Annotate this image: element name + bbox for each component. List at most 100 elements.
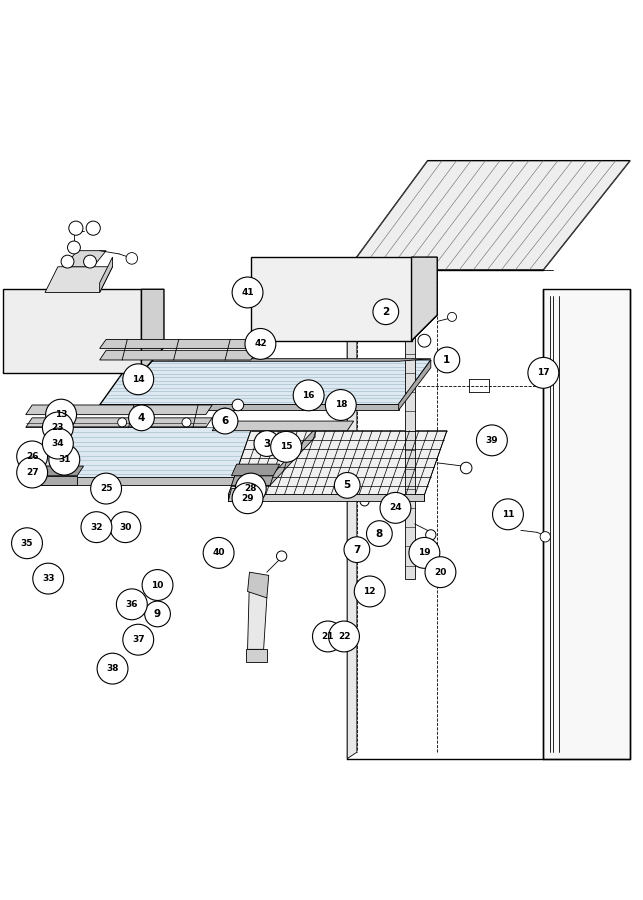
Text: 28: 28 xyxy=(244,484,257,493)
Polygon shape xyxy=(64,251,106,266)
Polygon shape xyxy=(45,266,113,292)
Circle shape xyxy=(540,532,550,542)
Circle shape xyxy=(354,576,385,607)
Polygon shape xyxy=(26,477,270,485)
Circle shape xyxy=(293,380,324,410)
Polygon shape xyxy=(141,289,164,373)
Polygon shape xyxy=(543,289,630,759)
Circle shape xyxy=(448,312,457,321)
Polygon shape xyxy=(26,428,315,479)
Polygon shape xyxy=(26,466,84,476)
Polygon shape xyxy=(405,309,415,579)
Polygon shape xyxy=(347,160,630,270)
Circle shape xyxy=(123,364,154,395)
Polygon shape xyxy=(3,347,164,373)
Polygon shape xyxy=(251,315,437,341)
Circle shape xyxy=(12,527,42,559)
Circle shape xyxy=(418,334,431,347)
Circle shape xyxy=(271,431,302,463)
Polygon shape xyxy=(246,649,267,662)
Text: 22: 22 xyxy=(338,632,350,641)
Text: 33: 33 xyxy=(42,574,55,583)
Circle shape xyxy=(182,418,191,427)
Circle shape xyxy=(312,621,343,652)
Polygon shape xyxy=(100,360,431,405)
Circle shape xyxy=(126,253,138,265)
Circle shape xyxy=(380,492,411,523)
Circle shape xyxy=(33,563,64,594)
Circle shape xyxy=(476,425,507,455)
Circle shape xyxy=(91,473,122,504)
Polygon shape xyxy=(26,418,212,428)
Polygon shape xyxy=(3,289,141,373)
Polygon shape xyxy=(412,257,437,341)
Text: 11: 11 xyxy=(502,509,514,518)
Circle shape xyxy=(434,347,460,373)
Circle shape xyxy=(129,405,154,431)
Polygon shape xyxy=(251,257,412,341)
Text: 14: 14 xyxy=(132,374,145,383)
Polygon shape xyxy=(26,476,77,485)
Polygon shape xyxy=(100,257,113,292)
Circle shape xyxy=(232,277,263,308)
Polygon shape xyxy=(228,494,424,501)
Circle shape xyxy=(232,482,263,514)
Polygon shape xyxy=(248,572,269,598)
Circle shape xyxy=(360,497,369,506)
Text: 24: 24 xyxy=(389,503,402,512)
Circle shape xyxy=(68,241,80,254)
Circle shape xyxy=(116,589,147,620)
Polygon shape xyxy=(231,476,273,485)
Circle shape xyxy=(53,418,62,427)
Polygon shape xyxy=(100,350,257,360)
Circle shape xyxy=(325,390,356,420)
Polygon shape xyxy=(231,464,280,476)
Polygon shape xyxy=(228,489,254,501)
Polygon shape xyxy=(270,428,315,485)
Text: 25: 25 xyxy=(100,484,113,493)
Text: 29: 29 xyxy=(241,494,254,503)
Text: 13: 13 xyxy=(55,410,68,419)
Text: 27: 27 xyxy=(26,468,39,477)
Circle shape xyxy=(203,537,234,568)
Polygon shape xyxy=(347,270,357,759)
Text: 23: 23 xyxy=(51,423,64,432)
Text: 34: 34 xyxy=(51,439,64,448)
Circle shape xyxy=(118,418,127,427)
Circle shape xyxy=(329,621,359,652)
Circle shape xyxy=(235,473,266,504)
Circle shape xyxy=(254,431,280,456)
Circle shape xyxy=(86,221,100,235)
Circle shape xyxy=(219,409,231,421)
Circle shape xyxy=(81,512,112,543)
Text: 20: 20 xyxy=(434,568,447,577)
Text: 10: 10 xyxy=(151,580,164,590)
Circle shape xyxy=(42,428,73,459)
Text: 36: 36 xyxy=(125,599,138,608)
Text: 40: 40 xyxy=(212,548,225,557)
Circle shape xyxy=(245,328,276,359)
Circle shape xyxy=(49,445,80,475)
Text: 8: 8 xyxy=(376,528,383,538)
Text: 12: 12 xyxy=(363,587,376,596)
Text: 4: 4 xyxy=(138,413,145,423)
Circle shape xyxy=(528,357,559,388)
Polygon shape xyxy=(100,359,431,361)
Circle shape xyxy=(61,256,74,268)
Circle shape xyxy=(334,472,360,499)
Text: 16: 16 xyxy=(302,391,315,400)
Text: 41: 41 xyxy=(241,288,254,297)
Text: 39: 39 xyxy=(485,436,498,445)
Circle shape xyxy=(493,499,523,530)
Circle shape xyxy=(17,457,48,488)
Text: 17: 17 xyxy=(537,368,550,377)
Circle shape xyxy=(97,653,128,684)
Circle shape xyxy=(110,512,141,543)
Text: 1: 1 xyxy=(443,355,451,365)
Text: 31: 31 xyxy=(58,455,71,464)
Polygon shape xyxy=(399,360,431,410)
Text: 3: 3 xyxy=(263,438,271,448)
Text: 15: 15 xyxy=(280,442,293,451)
Circle shape xyxy=(84,256,96,268)
Circle shape xyxy=(145,601,170,626)
